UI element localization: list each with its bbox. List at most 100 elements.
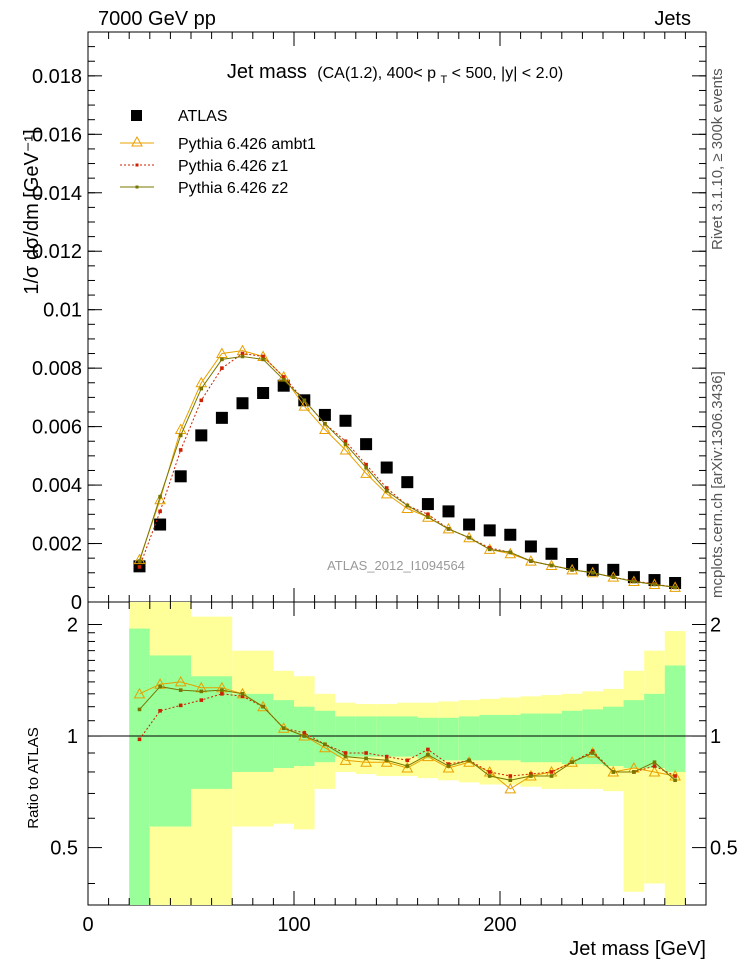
main-point-dot-marker <box>199 386 204 391</box>
ratio-point-triangle-marker <box>174 675 187 687</box>
ratio-ytick-label-left: 2 <box>67 614 78 636</box>
main-ytick-label: 0.006 <box>32 417 82 439</box>
band-inner <box>458 716 480 761</box>
main-point-triangle-marker <box>154 493 166 505</box>
legend-label-z2: Pythia 6.426 z2 <box>178 180 288 197</box>
ratio-point-dot-marker <box>240 692 245 696</box>
legend-label-z1: Pythia 6.426 z1 <box>178 158 288 175</box>
main-point-square-marker <box>483 524 496 537</box>
main-point-dot-marker <box>240 354 245 359</box>
ratio-point-dot-marker <box>178 688 183 692</box>
main-point-dot-marker <box>405 503 410 508</box>
ratio-series-line <box>139 693 676 777</box>
main-point-dot-marker <box>178 448 183 452</box>
ratio-point-dot-marker <box>529 772 533 776</box>
main-point-dot-marker <box>508 550 513 555</box>
main-point-dot-marker <box>529 559 533 563</box>
main-point-triangle-marker <box>422 511 434 522</box>
main-ylabel: 1/σ dσ/dm [GeV⁻¹] <box>21 129 43 294</box>
ratio-point-dot-marker <box>220 692 224 696</box>
main-point-dot-marker <box>632 579 636 584</box>
ratio-point-triangle-marker <box>339 754 352 765</box>
legend: ATLAS Pythia 6.426 ambt1 Pythia 6.426 z1… <box>120 108 316 197</box>
legend-label-ambt1: Pythia 6.426 ambt1 <box>178 136 316 153</box>
ratio-point-triangle-marker <box>442 761 455 773</box>
main-point-dot-marker <box>343 439 348 444</box>
band-inner <box>541 713 562 763</box>
legend-marker-z1 <box>135 163 139 167</box>
xtick-label: 100 <box>277 914 310 936</box>
main-point-triangle-marker <box>525 555 537 566</box>
band-inner <box>273 700 294 768</box>
main-point-dot-marker <box>611 575 616 579</box>
ratio-point-dot-marker <box>446 762 451 766</box>
main-ytick-label: 0 <box>71 592 82 614</box>
ratio-point-triangle-marker <box>360 756 372 767</box>
ratio-point-dot-marker <box>220 688 224 692</box>
ratio-point-dot-marker <box>549 770 554 774</box>
ratio-point-dot-marker <box>508 774 513 778</box>
ratio-point-dot-marker <box>343 751 348 755</box>
ratio-point-dot-marker <box>323 742 327 747</box>
analysis-watermark: ATLAS_2012_I1094564 <box>327 558 465 573</box>
main-point-dot-marker <box>487 547 492 552</box>
ratio-point-dot-marker <box>652 760 657 765</box>
main-point-dot-marker <box>323 421 327 426</box>
main-point-square-marker <box>154 518 167 531</box>
main-point-dot-marker <box>590 570 595 575</box>
xtick-label: 200 <box>483 914 516 936</box>
ratio-point-triangle-marker <box>257 700 269 712</box>
ratio-ylabel: Ratio to ATLAS <box>25 727 42 828</box>
ratio-point-dot-marker <box>302 734 307 738</box>
chart-title: Jet mass <box>227 61 307 83</box>
main-point-dot-marker <box>158 494 162 499</box>
ratio-ytick-label-right: 2 <box>710 614 721 636</box>
band-inner <box>129 628 150 905</box>
ratio-point-dot-marker <box>467 758 471 763</box>
ratio-point-dot-marker <box>158 684 162 689</box>
chart-subtitle-rest: < 500, |y| < 2.0) <box>452 65 564 82</box>
main-point-dot-marker <box>158 509 162 514</box>
main-point-square-marker <box>257 387 270 399</box>
ratio-point-dot-marker <box>570 760 574 765</box>
main-series-line <box>139 352 676 588</box>
ratio-point-dot-marker <box>487 770 492 774</box>
legend-marker-atlas <box>131 110 142 121</box>
main-point-square-marker <box>215 411 228 424</box>
band-inner <box>149 655 191 827</box>
main-point-square-marker <box>504 528 517 541</box>
main-point-square-marker <box>339 414 352 427</box>
band-inner <box>438 717 459 761</box>
ratio-point-dot-marker <box>261 704 265 709</box>
main-point-dot-marker <box>199 398 204 403</box>
ratio-point-dot-marker <box>405 764 410 768</box>
main-point-triangle-marker <box>442 522 455 534</box>
ratio-point-dot-marker <box>240 694 245 699</box>
band-inner <box>520 713 542 763</box>
main-series-line <box>139 355 676 588</box>
main-point-dot-marker <box>446 527 451 531</box>
rivet-note: Rivet 3.1.10, ≥ 300k events <box>709 68 726 250</box>
main-point-triangle-marker <box>298 400 311 411</box>
main-series-group <box>133 344 682 592</box>
band-inner <box>479 714 500 761</box>
ratio-point-dot-marker <box>384 758 389 763</box>
main-point-dot-marker <box>384 486 389 490</box>
ratio-point-dot-marker <box>137 737 142 742</box>
band-inner <box>191 676 233 789</box>
ratio-point-dot-marker <box>343 754 348 759</box>
main-point-square-marker <box>607 563 620 576</box>
main-point-dot-marker <box>281 375 286 379</box>
ratio-point-dot-marker <box>611 770 616 774</box>
ratio-point-dot-marker <box>178 703 183 708</box>
main-ytick-label: 0.004 <box>32 475 82 497</box>
ratio-point-triangle-marker <box>133 687 146 699</box>
ratio-point-dot-marker <box>158 708 162 713</box>
ratio-point-dot-marker <box>673 774 677 778</box>
chart-subtitle-sub: T <box>440 74 447 86</box>
mcplots-note: mcplots.cern.ch [arXiv:1306.3436] <box>709 371 726 598</box>
main-point-square-marker <box>360 438 373 451</box>
ratio-ytick-label-right: 1 <box>710 726 721 748</box>
ratio-series-group <box>133 675 681 794</box>
